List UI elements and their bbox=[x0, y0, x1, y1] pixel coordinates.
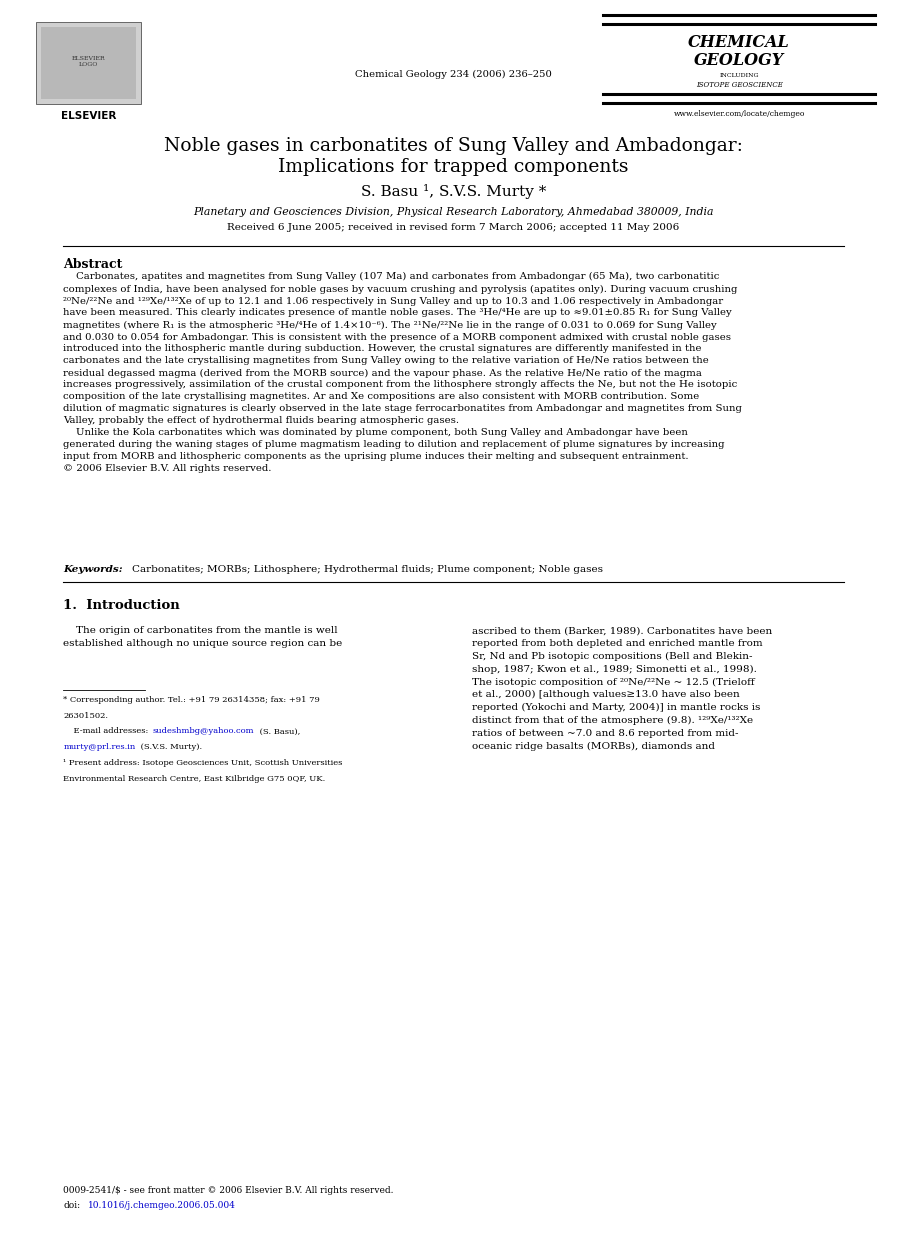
Text: 10.1016/j.chemgeo.2006.05.004: 10.1016/j.chemgeo.2006.05.004 bbox=[88, 1201, 236, 1210]
Text: Carbonatites; MORBs; Lithosphere; Hydrothermal fluids; Plume component; Noble ga: Carbonatites; MORBs; Lithosphere; Hydrot… bbox=[132, 565, 603, 573]
Text: doi:: doi: bbox=[63, 1201, 81, 1210]
Text: Received 6 June 2005; received in revised form 7 March 2006; accepted 11 May 200: Received 6 June 2005; received in revise… bbox=[228, 223, 679, 233]
Text: ELSEVIER
LOGO: ELSEVIER LOGO bbox=[72, 57, 105, 67]
Text: ascribed to them (Barker, 1989). Carbonatites have been
reported from both deple: ascribed to them (Barker, 1989). Carbona… bbox=[472, 626, 772, 750]
Text: ELSEVIER: ELSEVIER bbox=[61, 111, 116, 121]
Text: 0009-2541/$ - see front matter © 2006 Elsevier B.V. All rights reserved.: 0009-2541/$ - see front matter © 2006 El… bbox=[63, 1186, 394, 1195]
Text: The origin of carbonatites from the mantle is well
established although no uniqu: The origin of carbonatites from the mant… bbox=[63, 626, 343, 647]
FancyBboxPatch shape bbox=[41, 27, 136, 99]
Text: Carbonates, apatites and magnetites from Sung Valley (107 Ma) and carbonates fro: Carbonates, apatites and magnetites from… bbox=[63, 272, 742, 473]
Text: ¹ Present address: Isotope Geosciences Unit, Scottish Universities: ¹ Present address: Isotope Geosciences U… bbox=[63, 759, 343, 768]
Text: Abstract: Abstract bbox=[63, 258, 122, 271]
Text: Planetary and Geosciences Division, Physical Research Laboratory, Ahmedabad 3800: Planetary and Geosciences Division, Phys… bbox=[193, 207, 714, 217]
Text: (S. Basu),: (S. Basu), bbox=[257, 728, 300, 735]
FancyBboxPatch shape bbox=[36, 22, 141, 104]
Text: www.elsevier.com/locate/chemgeo: www.elsevier.com/locate/chemgeo bbox=[674, 110, 805, 118]
Text: Implications for trapped components: Implications for trapped components bbox=[278, 158, 629, 176]
Text: CHEMICAL: CHEMICAL bbox=[688, 33, 790, 51]
Text: Environmental Research Centre, East Kilbridge G75 0QF, UK.: Environmental Research Centre, East Kilb… bbox=[63, 775, 326, 782]
Text: E-mail addresses:: E-mail addresses: bbox=[63, 728, 151, 735]
Text: 26301502.: 26301502. bbox=[63, 712, 109, 719]
Text: murty@prl.res.in: murty@prl.res.in bbox=[63, 743, 136, 751]
Text: INCLUDING: INCLUDING bbox=[719, 73, 759, 78]
Text: (S.V.S. Murty).: (S.V.S. Murty). bbox=[138, 743, 202, 751]
Text: S. Basu ¹, S.V.S. Murty *: S. Basu ¹, S.V.S. Murty * bbox=[361, 184, 546, 199]
Text: Keywords:: Keywords: bbox=[63, 565, 123, 573]
Text: Chemical Geology 234 (2006) 236–250: Chemical Geology 234 (2006) 236–250 bbox=[355, 69, 552, 79]
Text: sudeshmbg@yahoo.com: sudeshmbg@yahoo.com bbox=[152, 728, 254, 735]
Text: ISOTOPE GEOSCIENCE: ISOTOPE GEOSCIENCE bbox=[696, 82, 783, 89]
Text: GEOLOGY: GEOLOGY bbox=[694, 52, 785, 69]
Text: Noble gases in carbonatites of Sung Valley and Ambadongar:: Noble gases in carbonatites of Sung Vall… bbox=[164, 137, 743, 155]
Text: 1.  Introduction: 1. Introduction bbox=[63, 599, 180, 613]
Text: * Corresponding author. Tel.: +91 79 26314358; fax: +91 79: * Corresponding author. Tel.: +91 79 263… bbox=[63, 696, 320, 703]
